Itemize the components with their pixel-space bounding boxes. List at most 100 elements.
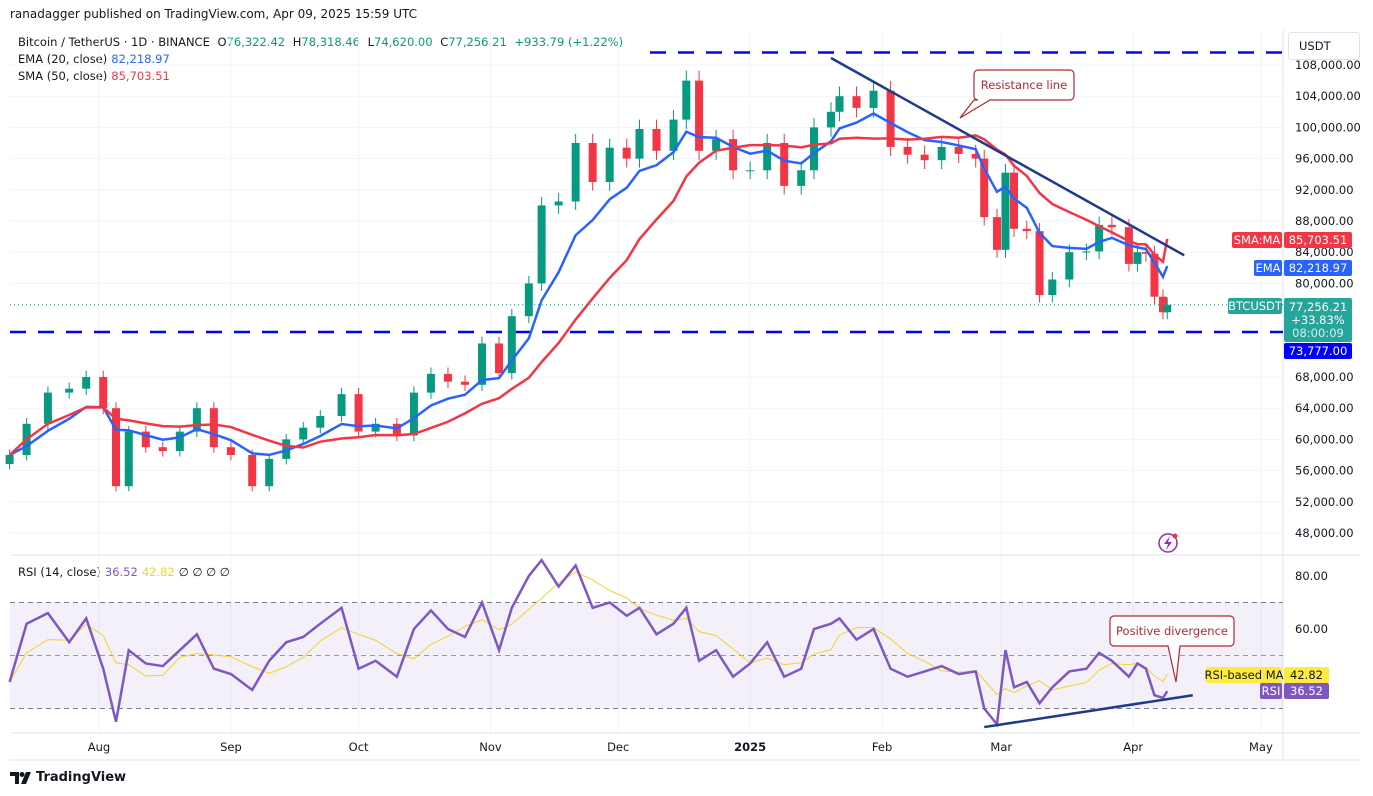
sma-name-tag: SMA:MA: [1232, 232, 1282, 248]
time-tick-label: Mar: [990, 740, 1012, 754]
candle-body: [409, 392, 418, 436]
resistance-callout-text: Resistance line: [981, 78, 1067, 92]
candle-body: [192, 408, 201, 432]
candle-body: [99, 377, 108, 409]
candle-body: [992, 217, 1001, 250]
rsi-ma-value-tag-bg: [1284, 667, 1329, 683]
candle: [265, 453, 274, 492]
candle: [426, 367, 435, 399]
price-tick-label: 64,000.00: [1295, 401, 1354, 415]
support-price-tag: 73,777.00: [1284, 343, 1352, 359]
candle: [1035, 223, 1044, 303]
rsi-ma-value-tag: 42.82: [1284, 667, 1329, 683]
time-tick-label: Dec: [607, 740, 629, 754]
rsi-value: 36.52: [104, 565, 138, 579]
tradingview-logo-icon: [10, 771, 31, 784]
ema-legend[interactable]: EMA (20, close) 82,218.97: [18, 52, 170, 66]
candle: [729, 129, 738, 180]
rsi-legend[interactable]: RSI (14, close) 36.52 42.82 ∅ ∅ ∅ ∅: [18, 565, 230, 579]
rsi-value-tag-bg: [1284, 683, 1329, 699]
currency-button[interactable]: USDT: [1288, 32, 1360, 60]
candle-body: [460, 381, 469, 385]
ema-line: [9, 112, 1169, 457]
candle: [409, 386, 418, 442]
candle: [524, 275, 533, 324]
candle: [622, 138, 631, 168]
candle-body: [954, 146, 963, 154]
rsi-line: [8, 557, 1169, 728]
lightning-icon[interactable]: [1158, 533, 1178, 553]
price-tick-label: 92,000.00: [1295, 183, 1354, 197]
close-value: 77,256.21: [448, 35, 507, 49]
candle-body: [763, 143, 772, 171]
candle-body: [124, 431, 133, 487]
last-price-tag-bg: [1284, 298, 1352, 342]
rsi-ma-name-tag: RSI-based MA: [1205, 667, 1284, 683]
divergence-callout: [1109, 615, 1235, 683]
candle-body: [622, 147, 631, 159]
candle: [507, 309, 516, 380]
price-tick-label: 68,000.00: [1295, 370, 1354, 384]
ema-price-tag-text: 82,218.97: [1289, 261, 1348, 275]
candle-body: [1107, 224, 1116, 228]
price-tick-label: 88,000.00: [1295, 214, 1354, 228]
symbol-name-tag: BTCUSDT: [1228, 298, 1283, 314]
candle-body: [729, 139, 738, 171]
candle: [886, 80, 895, 157]
time-tick-label: Apr: [1123, 740, 1143, 754]
time-tick-label: Oct: [349, 740, 369, 754]
candle: [954, 137, 963, 163]
candle-body: [797, 170, 806, 186]
countdown-text: 08:00:09: [1292, 326, 1344, 340]
candle: [635, 119, 644, 168]
price-tick-label: 52,000.00: [1295, 495, 1354, 509]
last-price-tag: 77,256.21+33.83%08:00:09: [1284, 298, 1352, 342]
candle: [980, 149, 989, 226]
candle: [337, 388, 346, 422]
publisher-line: ranadagger published on TradingView.com,…: [10, 7, 418, 21]
candle-body: [937, 146, 946, 161]
candle: [192, 402, 201, 438]
rsi-ma-value-tag-text: 42.82: [1290, 668, 1323, 682]
candle: [1133, 244, 1142, 272]
candle-body: [920, 154, 929, 161]
candle: [1048, 271, 1057, 303]
support-price-tag-bg: [1284, 343, 1352, 359]
candle-body: [392, 423, 401, 436]
candle: [1010, 163, 1019, 237]
time-tick-label: 2025: [734, 740, 766, 754]
candle: [852, 86, 861, 118]
candle-body: [1082, 251, 1091, 253]
candle-body: [316, 416, 325, 428]
price-tick-label: 80,000.00: [1295, 276, 1354, 290]
candle: [695, 70, 704, 160]
sma-line: [8, 134, 1169, 456]
candle-body: [554, 201, 563, 206]
candle-body: [669, 119, 678, 151]
rsi-value-tag-text: 36.52: [1290, 684, 1323, 698]
sma-legend[interactable]: SMA (50, close) 85,703.51: [18, 69, 170, 83]
candle: [992, 208, 1001, 258]
sma-price-tag-text: 85,703.51: [1289, 233, 1348, 247]
candle-body: [903, 146, 912, 155]
candle-body: [537, 205, 546, 284]
candle-body: [1133, 252, 1142, 264]
candle: [478, 336, 487, 392]
rsi-value-tag: 36.52: [1284, 683, 1329, 699]
candle-body: [443, 373, 452, 382]
candle-body: [682, 80, 691, 120]
candle-body: [695, 80, 704, 151]
sma-price-tag-bg: [1284, 232, 1352, 248]
ema-price-tag-bg: [1284, 260, 1352, 276]
candle: [141, 425, 150, 453]
candle-body: [1010, 172, 1019, 229]
ema-name-tag-bg: [1254, 260, 1282, 276]
candle: [43, 386, 52, 430]
tradingview-logo[interactable]: TradingView: [10, 770, 126, 785]
candle: [869, 80, 878, 118]
time-tick-label: Nov: [479, 740, 502, 754]
candle-body: [158, 447, 167, 452]
candle: [175, 425, 184, 457]
candle-body: [82, 377, 91, 389]
